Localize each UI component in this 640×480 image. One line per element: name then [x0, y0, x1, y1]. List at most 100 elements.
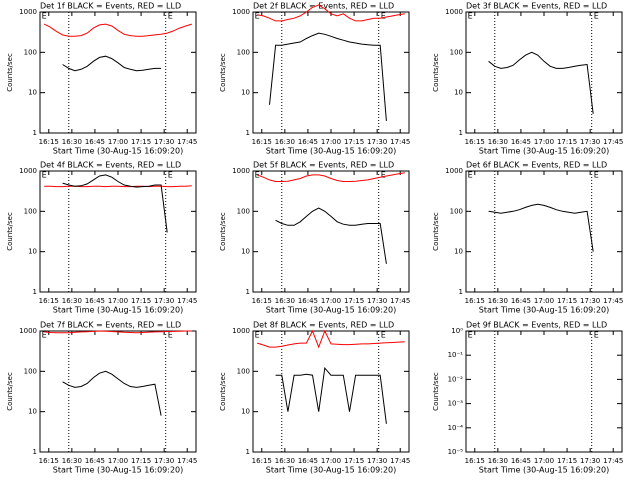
x-tick-label: 16:30 [488, 457, 508, 465]
x-tick-label: 16:45 [85, 138, 105, 146]
x-tick-label: 17:15 [557, 457, 577, 465]
x-tick-label: 16:30 [275, 297, 295, 305]
chart-title: Det 9f BLACK = Events, RED = LLD [466, 321, 607, 330]
y-tick-label: 1000 [232, 167, 250, 175]
series-line [488, 51, 594, 114]
y-tick-label: 10⁻⁵ [448, 448, 464, 456]
x-tick-label: 17:00 [321, 457, 341, 465]
x-tick-label: 16:15 [465, 457, 485, 465]
y-tick-label: 100 [24, 48, 37, 56]
x-tick-label: 16:45 [85, 457, 105, 465]
y-tick-label: 10⁻³ [448, 400, 464, 408]
event-marker: E [168, 331, 173, 340]
x-tick-label: 17:30 [154, 138, 174, 146]
y-tick-label: 1000 [445, 8, 463, 16]
y-tick-label: 10 [241, 408, 250, 416]
x-tick-label: 16:45 [298, 297, 318, 305]
y-tick-label: 1 [459, 288, 463, 296]
y-tick-label: 10⁻⁴ [448, 424, 464, 432]
y-axis-label: Counts/sec [6, 53, 14, 92]
series-line [488, 203, 594, 252]
event-marker: E [42, 331, 47, 340]
event-marker: E [468, 12, 473, 21]
x-tick-label: 17:30 [154, 297, 174, 305]
x-tick-label: 17:00 [321, 297, 341, 305]
event-marker: E [381, 331, 386, 340]
x-tick-label: 17:00 [108, 138, 128, 146]
chart-title: Det 5f BLACK = Events, RED = LLD [253, 161, 394, 170]
x-tick-label: 17:00 [534, 138, 554, 146]
x-tick-label: 17:00 [534, 457, 554, 465]
event-marker: E [594, 331, 599, 340]
x-tick-label: 17:30 [580, 457, 600, 465]
x-tick-label: 17:00 [321, 138, 341, 146]
series-line [275, 366, 387, 424]
y-tick-label: 1000 [232, 8, 250, 16]
event-marker: E [255, 331, 260, 340]
y-tick-label: 10 [28, 248, 37, 256]
series-line [275, 207, 387, 264]
x-tick-label: 16:30 [62, 138, 82, 146]
y-tick-label: 1 [33, 129, 37, 137]
x-tick-label: 16:15 [465, 138, 485, 146]
y-tick-label: 10 [454, 89, 463, 97]
y-tick-label: 100 [237, 48, 250, 56]
event-marker: E [381, 12, 386, 21]
event-marker: E [381, 171, 386, 180]
y-tick-label: 10⁰ [451, 327, 463, 335]
y-tick-label: 100 [237, 367, 250, 375]
y-tick-label: 10 [28, 89, 37, 97]
x-axis-label: Start Time (30-Aug-15 16:09:20) [266, 147, 397, 156]
chart-title: Det 4f BLACK = Events, RED = LLD [40, 161, 181, 170]
series-line [62, 370, 162, 416]
chart-title: Det 1f BLACK = Events, RED = LLD [40, 2, 181, 11]
y-axis-label: Counts/sec [219, 53, 227, 92]
x-tick-label: 17:45 [390, 297, 410, 305]
series-line [257, 329, 405, 349]
x-tick-label: 16:15 [39, 457, 59, 465]
y-axis-label: Counts/sec [219, 372, 227, 411]
x-tick-label: 16:15 [252, 457, 272, 465]
y-tick-label: 10⁻¹ [448, 351, 464, 359]
x-tick-label: 16:15 [465, 297, 485, 305]
x-tick-label: 16:30 [62, 457, 82, 465]
series-line [44, 330, 192, 334]
x-tick-label: 16:30 [275, 138, 295, 146]
x-tick-label: 16:30 [275, 457, 295, 465]
series-line [44, 185, 192, 188]
x-axis-label: Start Time (30-Aug-15 16:09:20) [479, 147, 610, 156]
x-tick-label: 17:00 [108, 457, 128, 465]
chart-title: Det 7f BLACK = Events, RED = LLD [40, 321, 181, 330]
x-tick-label: 17:45 [603, 457, 623, 465]
x-axis-label: Start Time (30-Aug-15 16:09:20) [266, 306, 397, 315]
y-axis-label: Counts/sec [6, 212, 14, 251]
event-marker: E [42, 12, 47, 21]
x-tick-label: 17:45 [603, 138, 623, 146]
chart-title: Det 6f BLACK = Events, RED = LLD [466, 161, 607, 170]
x-tick-label: 17:15 [344, 297, 364, 305]
y-tick-label: 10 [454, 248, 463, 256]
y-tick-label: 10⁻² [448, 375, 464, 383]
x-tick-label: 17:00 [108, 297, 128, 305]
y-tick-label: 1000 [232, 327, 250, 335]
y-axis-label: Counts/sec [432, 372, 440, 411]
y-tick-label: 10 [241, 248, 250, 256]
chart-title: Det 2f BLACK = Events, RED = LLD [253, 2, 394, 11]
x-tick-label: 17:30 [367, 297, 387, 305]
x-tick-label: 17:45 [177, 138, 197, 146]
x-tick-label: 16:45 [298, 138, 318, 146]
chart-title: Det 8f BLACK = Events, RED = LLD [253, 321, 394, 330]
y-tick-label: 1000 [445, 167, 463, 175]
y-tick-label: 1 [33, 288, 37, 296]
x-tick-label: 16:45 [511, 457, 531, 465]
x-tick-label: 17:45 [390, 138, 410, 146]
y-tick-label: 1000 [19, 8, 37, 16]
series-line [257, 4, 405, 22]
x-tick-label: 16:45 [85, 297, 105, 305]
x-tick-label: 17:15 [557, 297, 577, 305]
event-marker: E [255, 171, 260, 180]
x-tick-label: 17:15 [131, 457, 151, 465]
x-tick-label: 17:45 [603, 297, 623, 305]
x-tick-label: 16:30 [488, 138, 508, 146]
